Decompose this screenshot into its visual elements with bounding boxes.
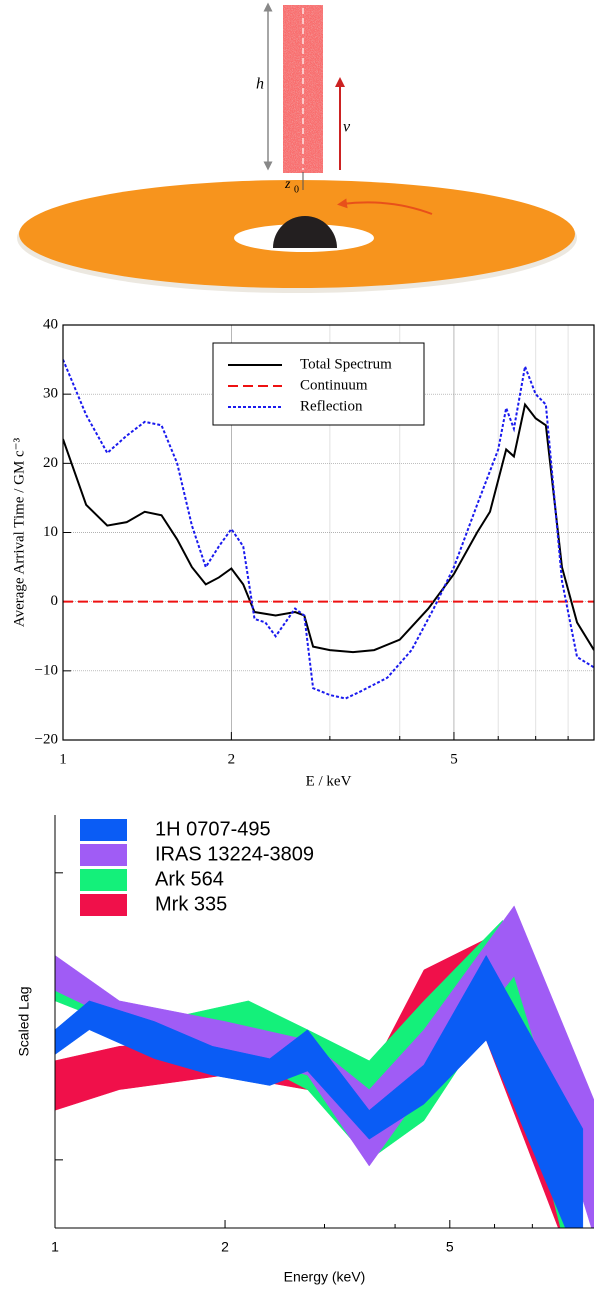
height-label: h [256,76,264,93]
y-tick-label: 40 [43,316,58,332]
x-tick-label: 1 [51,1239,59,1255]
legend-label: Ark 564 [155,868,224,890]
legend-label: Reflection [300,398,363,414]
legend-label: 1H 0707-495 [155,818,271,840]
x-axis-label: Energy (keV) [284,1269,366,1285]
x-axis-label: E / keV [306,773,352,789]
rotation-arrow [337,198,433,215]
legend-label: IRAS 13224-3809 [155,843,314,865]
y-tick-label: 0 [51,593,59,609]
chart: 1 2 5 Energy (keV) Scaled Lag 1H 0707-495 IRAS… [16,815,594,1285]
series-line [63,359,594,700]
legend: 1H 0707-495 IRAS 13224-3809 Ark 564 Mrk 335 [80,818,314,916]
y-axis-label: Scaled Lag [16,986,32,1056]
series-line [63,402,594,654]
legend-swatch [80,819,127,841]
y-tick-label: 20 [43,455,58,471]
y-tick-label: 30 [43,386,58,402]
y-axis-label: Average Arrival Time / GM c⁻³ [11,437,27,627]
x-tick-label: 2 [221,1239,229,1255]
black-hole [273,216,337,248]
velocity-label: v [343,119,351,136]
legend-label: Total Spectrum [300,356,392,372]
chart: 1 2 5 −20 −10 0 10 20 30 40 E / keV Average Arrival… [11,316,595,789]
legend-label: Mrk 335 [155,893,227,915]
plot-area [63,359,594,700]
legend-label: Continuum [300,377,368,393]
x-tick-label: 5 [450,751,458,767]
legend-swatch [80,844,127,866]
legend-swatch [80,869,127,891]
legend-swatch [80,894,127,916]
y-tick-label: 10 [43,524,58,540]
legend: Total Spectrum Continuum Reflection [212,342,425,426]
x-tick-label: 1 [59,751,67,767]
x-tick-label: 5 [446,1239,454,1255]
x-tick-label: 2 [228,751,236,767]
legend-box [212,342,425,426]
source-label: z [284,177,291,192]
diagram: h v z 0 [17,2,577,293]
y-tick-label: −10 [35,662,58,678]
plot-frame [62,324,595,741]
source-subscript: 0 [294,184,299,195]
y-tick-label: −20 [35,731,58,747]
plot-area [55,905,594,1228]
series-band [55,954,584,1228]
